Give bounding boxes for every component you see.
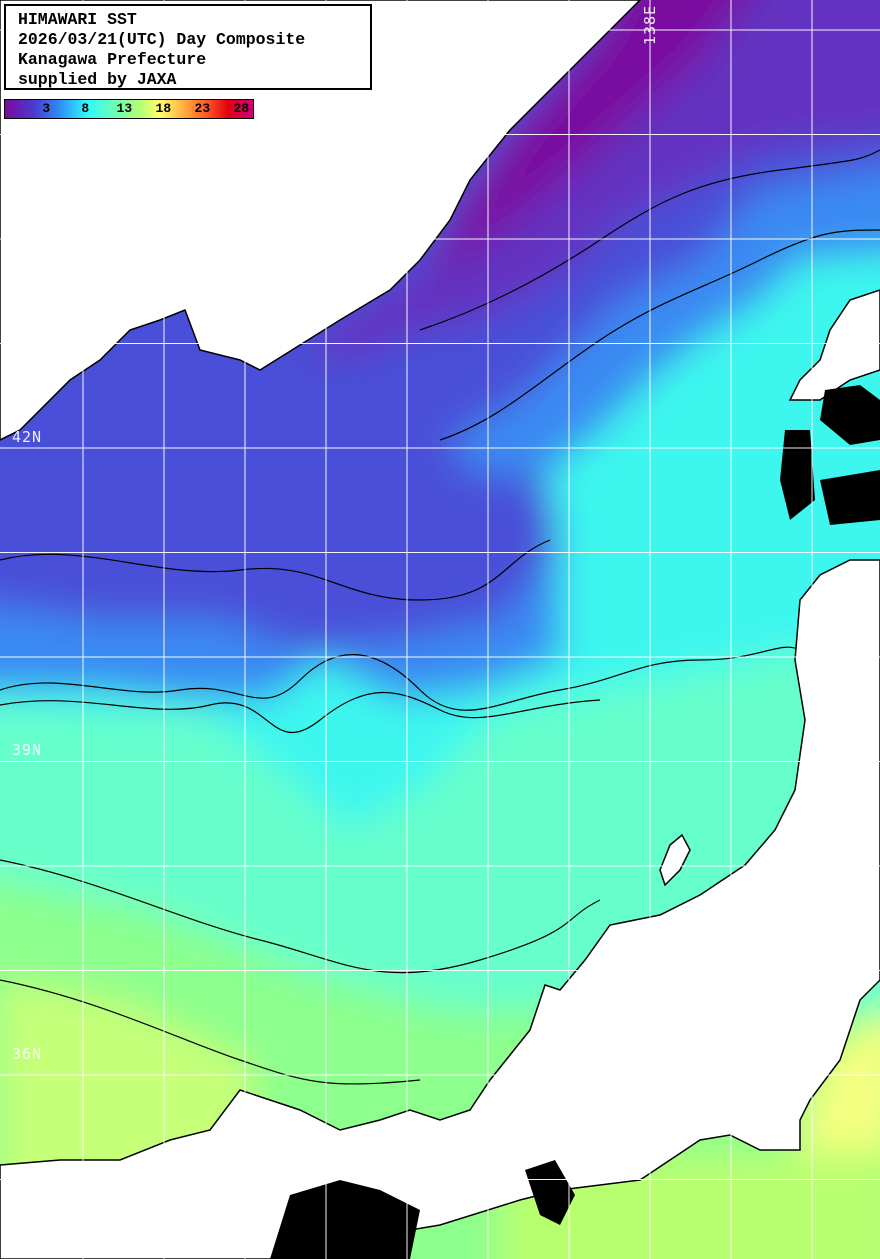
legend-tick: 18 bbox=[155, 101, 172, 116]
title-line-date: 2026/03/21(UTC) Day Composite bbox=[18, 30, 306, 49]
legend-tick: 3 bbox=[42, 101, 51, 116]
lake bbox=[659, 833, 691, 887]
title-box: HIMAWARI SST 2026/03/21(UTC) Day Composi… bbox=[4, 4, 372, 90]
legend-tick: 28 bbox=[233, 101, 250, 116]
contour-lines bbox=[0, 149, 880, 1085]
legend-tick: 23 bbox=[194, 101, 211, 116]
title-line-region: Kanagawa Prefecture bbox=[18, 50, 207, 69]
legend-tick: 8 bbox=[81, 101, 90, 116]
cloud-mask bbox=[270, 385, 880, 1259]
title-line-source: supplied by JAXA bbox=[18, 70, 177, 89]
title-line-product: HIMAWARI SST bbox=[18, 10, 137, 29]
honshu-land bbox=[0, 559, 880, 1259]
lat-label-42n: 42N bbox=[12, 428, 43, 446]
legend-tick: 13 bbox=[116, 101, 133, 116]
color-scale-legend: 3 8 13 18 23 28 bbox=[4, 99, 254, 119]
lat-label-36n: 36N bbox=[12, 1045, 43, 1063]
lon-label-138e: 138E bbox=[641, 4, 660, 46]
lat-label-39n: 39N bbox=[12, 741, 43, 759]
